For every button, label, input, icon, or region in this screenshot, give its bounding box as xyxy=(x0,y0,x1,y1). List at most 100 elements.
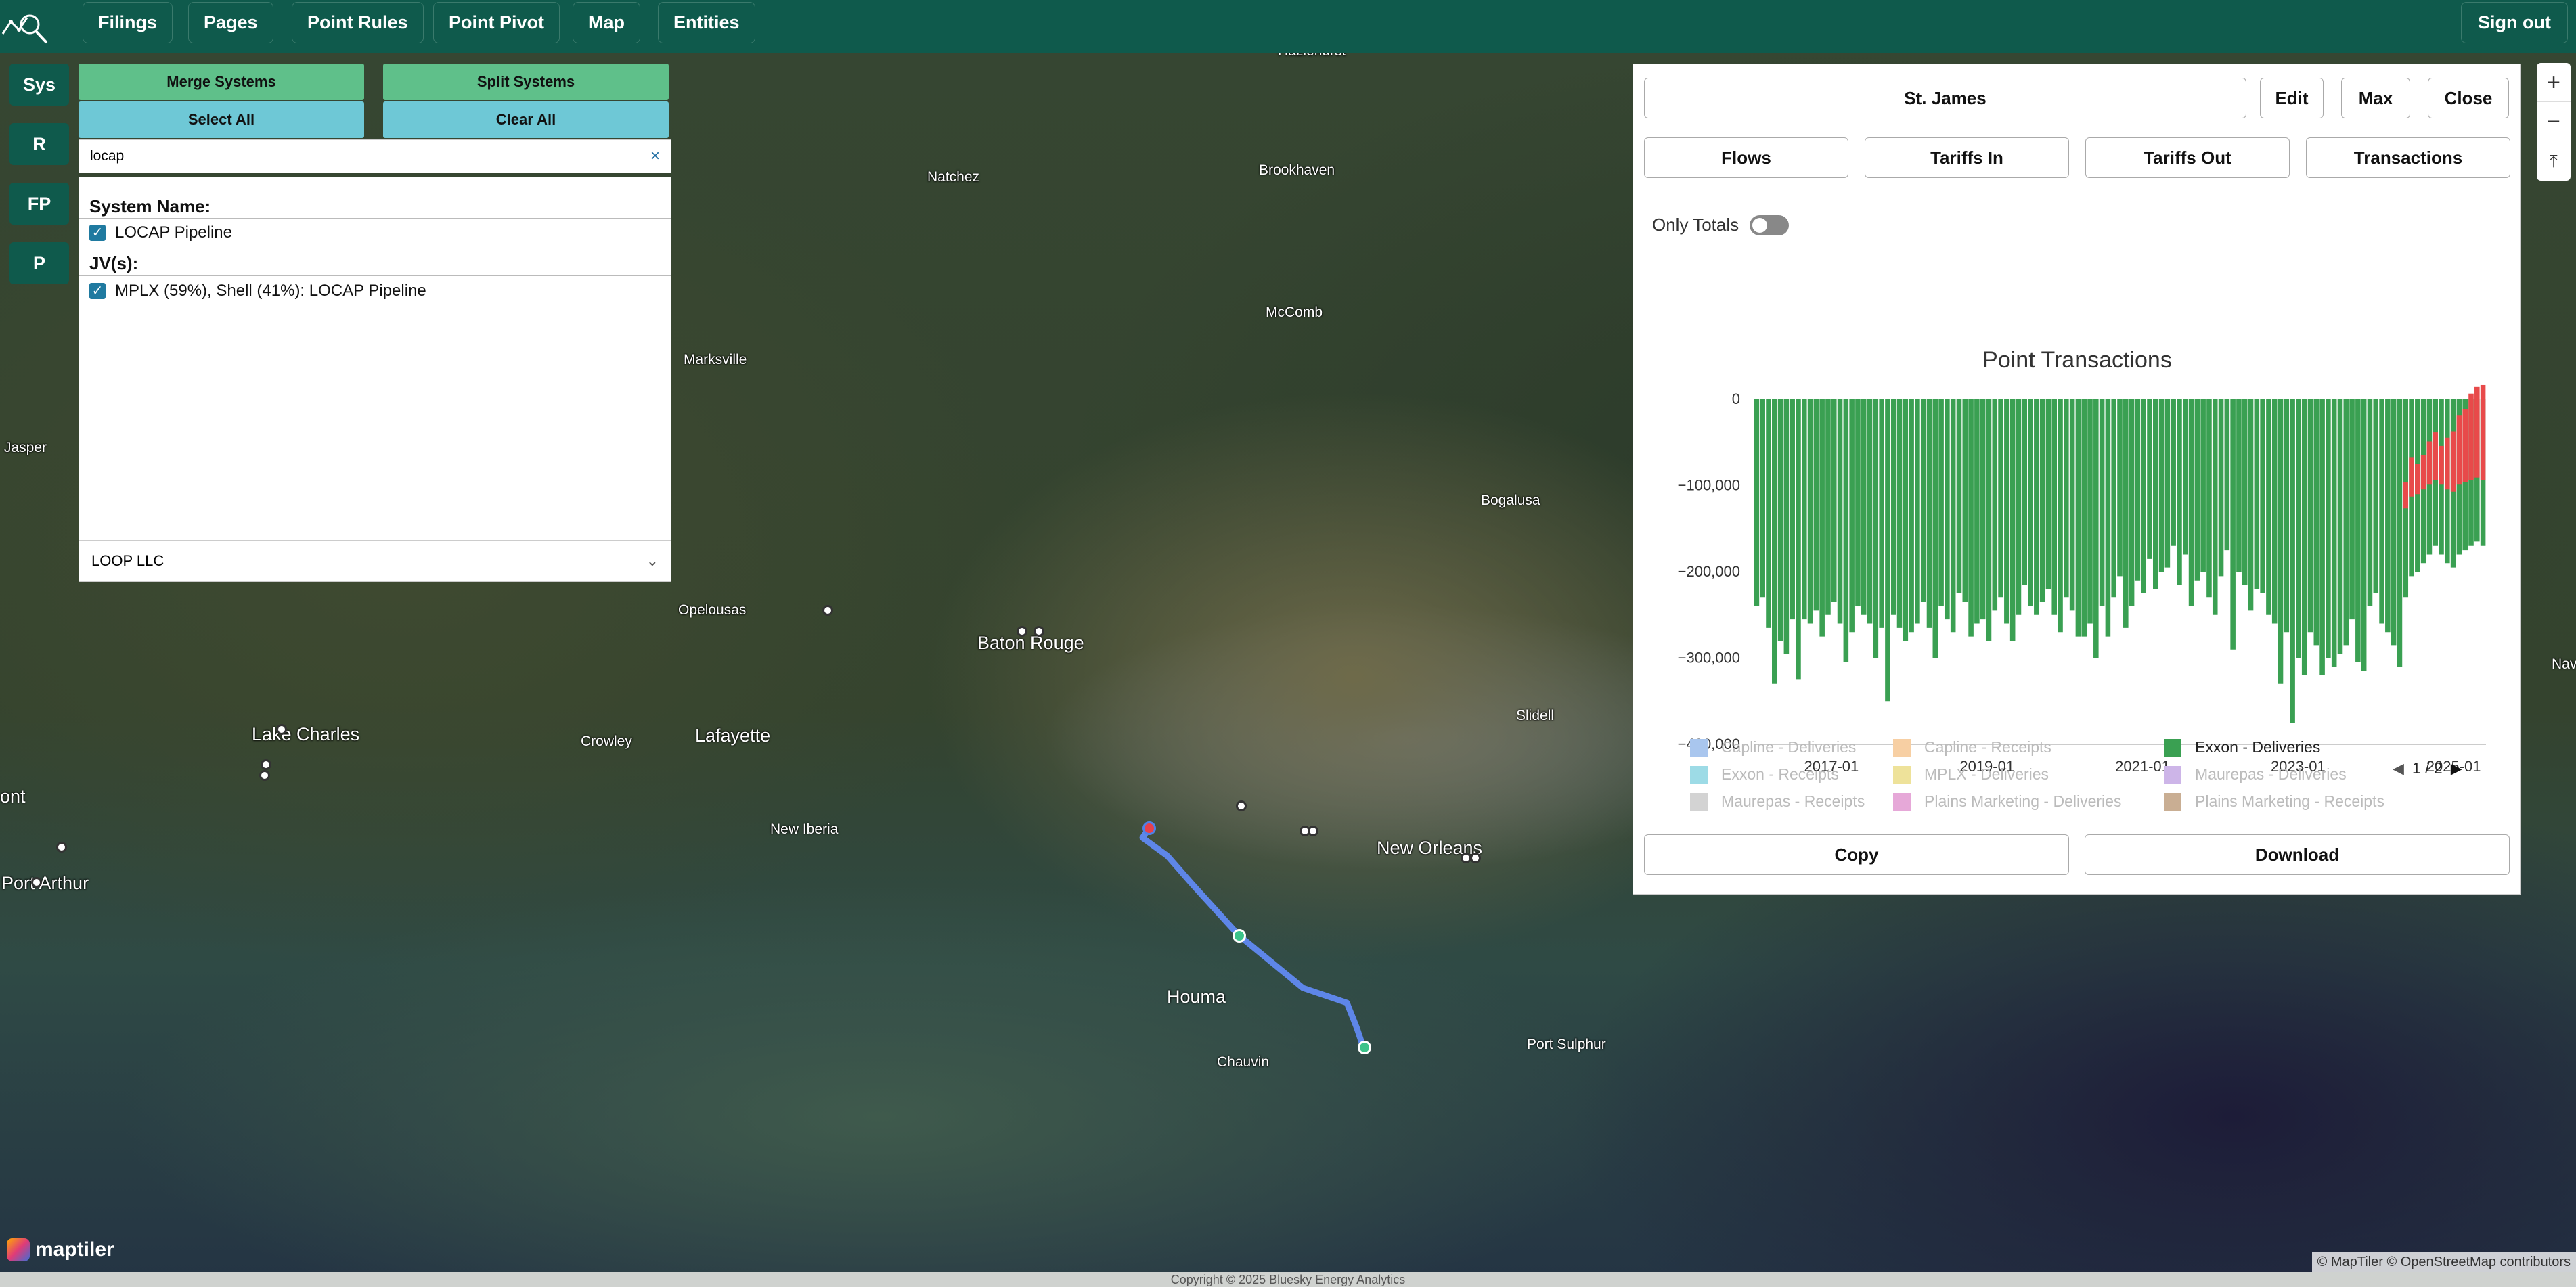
map-attribution[interactable]: © MapTiler © OpenStreetMap contributors xyxy=(2311,1252,2576,1272)
bar-exxon-deliveries xyxy=(2361,399,2367,671)
legend-item[interactable]: Maurepas - Receipts xyxy=(1690,792,1865,811)
bar-exxon-deliveries xyxy=(2016,399,2022,615)
legend-item[interactable]: Capline - Receipts xyxy=(1893,738,2051,757)
bar-exxon-deliveries xyxy=(2271,399,2278,624)
merge-systems-button[interactable]: Merge Systems xyxy=(79,64,364,100)
clear-all-button[interactable]: Clear All xyxy=(383,101,669,138)
bar-exxon-deliveries xyxy=(2224,399,2230,551)
side-button-p[interactable]: P xyxy=(9,242,69,284)
bar-exxon-deliveries xyxy=(2254,399,2260,589)
system-results-list: System Name: ✓ LOCAP Pipeline JV(s): ✓ M… xyxy=(79,177,671,582)
app-logo-button[interactable] xyxy=(0,4,51,47)
point-name-field[interactable]: St. James xyxy=(1644,78,2246,118)
bar-exxon-deliveries xyxy=(2236,399,2242,572)
legend-item[interactable]: MPLX - Deliveries xyxy=(1893,765,2049,784)
bar-exxon-deliveries xyxy=(2349,399,2355,620)
tab-tariffs-out[interactable]: Tariffs Out xyxy=(2085,137,2290,178)
nav-filings[interactable]: Filings xyxy=(83,2,173,43)
map-point[interactable] xyxy=(259,770,270,781)
only-totals-toggle[interactable] xyxy=(1750,214,1790,235)
map-point[interactable] xyxy=(822,605,833,616)
bar-exxon-deliveries xyxy=(1754,399,1760,606)
bar-exxon-deliveries xyxy=(2111,399,2116,598)
legend-item[interactable]: Plains Marketing - Deliveries xyxy=(1893,792,2121,811)
nav-point-pivot[interactable]: Point Pivot xyxy=(433,2,560,43)
zoom-in-button[interactable]: + xyxy=(2537,63,2571,102)
checkbox-checked-icon[interactable]: ✓ xyxy=(89,283,106,299)
legend-item[interactable]: Maurepas - Deliveries xyxy=(2164,765,2347,784)
legend-next-icon[interactable]: ▶ xyxy=(2450,759,2462,777)
bar-exxon-deliveries xyxy=(2296,399,2301,658)
system-search-input[interactable]: locap × xyxy=(79,139,671,173)
bar-exxon-deliveries xyxy=(2313,399,2319,646)
tab-tariffs-in[interactable]: Tariffs In xyxy=(1865,137,2069,178)
clear-search-icon[interactable]: × xyxy=(650,147,660,165)
nav-point-rules[interactable]: Point Rules xyxy=(292,2,424,43)
pipeline-point[interactable] xyxy=(1358,1041,1371,1054)
map-point[interactable] xyxy=(261,759,271,770)
compass-reset-button[interactable]: ⤒ xyxy=(2550,151,2558,171)
bar-exxon-deliveries xyxy=(2242,399,2248,585)
map-point[interactable] xyxy=(56,842,67,853)
legend-item[interactable]: Exxon - Deliveries xyxy=(2164,738,2320,757)
legend-item[interactable]: Capline - Deliveries xyxy=(1690,738,1856,757)
split-systems-button[interactable]: Split Systems xyxy=(383,64,669,100)
legend-label: Exxon - Deliveries xyxy=(2195,738,2321,756)
bar-exxon-deliveries xyxy=(2212,399,2218,615)
y-tick-label: −300,000 xyxy=(1678,650,1740,667)
map-label-baton-rouge: Baton Rouge xyxy=(977,633,1084,653)
x-tick-label: 2025-01 xyxy=(2426,758,2481,775)
max-button[interactable]: Max xyxy=(2341,78,2410,118)
checkbox-checked-icon[interactable]: ✓ xyxy=(89,225,106,241)
zoom-out-button[interactable]: − xyxy=(2537,102,2571,141)
bar-exxon-deliveries xyxy=(2307,399,2313,633)
legend-swatch xyxy=(1690,765,1708,784)
map-point[interactable] xyxy=(31,877,42,888)
jv-heading: JV(s): xyxy=(89,253,139,273)
close-button[interactable]: Close xyxy=(2428,78,2509,118)
nav-entities[interactable]: Entities xyxy=(658,2,755,43)
y-tick-label: −400,000 xyxy=(1678,736,1740,752)
bar-exxon-deliveries xyxy=(1938,399,1944,606)
nav-map[interactable]: Map xyxy=(573,2,640,43)
maptiler-logo[interactable]: maptiler xyxy=(7,1238,114,1261)
side-button-r[interactable]: R xyxy=(9,123,69,165)
edit-button[interactable]: Edit xyxy=(2260,78,2324,118)
selected-map-point[interactable] xyxy=(1142,821,1156,835)
legend-swatch xyxy=(1893,738,1911,757)
bar-exxon-deliveries xyxy=(1920,399,1926,602)
legend-item[interactable]: Exxon - Receipts xyxy=(1690,765,1839,784)
jv-item[interactable]: ✓ MPLX (59%), Shell (41%): LOCAP Pipelin… xyxy=(89,281,426,300)
map-point[interactable] xyxy=(1017,626,1027,637)
nav-pages[interactable]: Pages xyxy=(188,2,273,43)
bar-exxon-deliveries xyxy=(2004,399,2009,624)
download-button[interactable]: Download xyxy=(2085,834,2510,875)
bar-exxon-deliveries xyxy=(2164,399,2171,568)
bar-exxon-deliveries xyxy=(1885,399,1890,702)
map-point[interactable] xyxy=(1470,853,1481,863)
side-button-fp[interactable]: FP xyxy=(9,183,69,225)
map-point[interactable] xyxy=(276,724,287,735)
bar-exxon-deliveries xyxy=(2343,399,2349,646)
tab-transactions[interactable]: Transactions xyxy=(2306,137,2510,178)
bar-exxon-deliveries xyxy=(2337,399,2343,654)
entity-select[interactable]: LOOP LLC ⌄ xyxy=(79,540,671,582)
legend-item[interactable]: Plains Marketing - Receipts xyxy=(2164,792,2384,811)
select-all-button[interactable]: Select All xyxy=(79,101,364,138)
y-tick-label: −200,000 xyxy=(1678,563,1740,580)
side-button-sys[interactable]: Sys xyxy=(9,64,69,106)
bar-exxon-deliveries xyxy=(2373,399,2379,593)
map-point[interactable] xyxy=(1308,826,1318,836)
copy-button[interactable]: Copy xyxy=(1644,834,2069,875)
legend-prev-icon[interactable]: ◀ xyxy=(2393,759,2404,777)
bar-exxon-deliveries xyxy=(2028,399,2033,606)
sign-out-button[interactable]: Sign out xyxy=(2461,2,2568,43)
system-name-item[interactable]: ✓ LOCAP Pipeline xyxy=(89,223,232,242)
map-point[interactable] xyxy=(1034,626,1044,637)
pipeline-point[interactable] xyxy=(1233,929,1246,943)
tab-flows[interactable]: Flows xyxy=(1644,137,1848,178)
map-label-brookhaven: Brookhaven xyxy=(1259,162,1335,178)
map-point[interactable] xyxy=(1236,800,1247,811)
bar-exxon-deliveries xyxy=(2218,399,2224,577)
bar-exxon-deliveries xyxy=(1819,399,1825,637)
